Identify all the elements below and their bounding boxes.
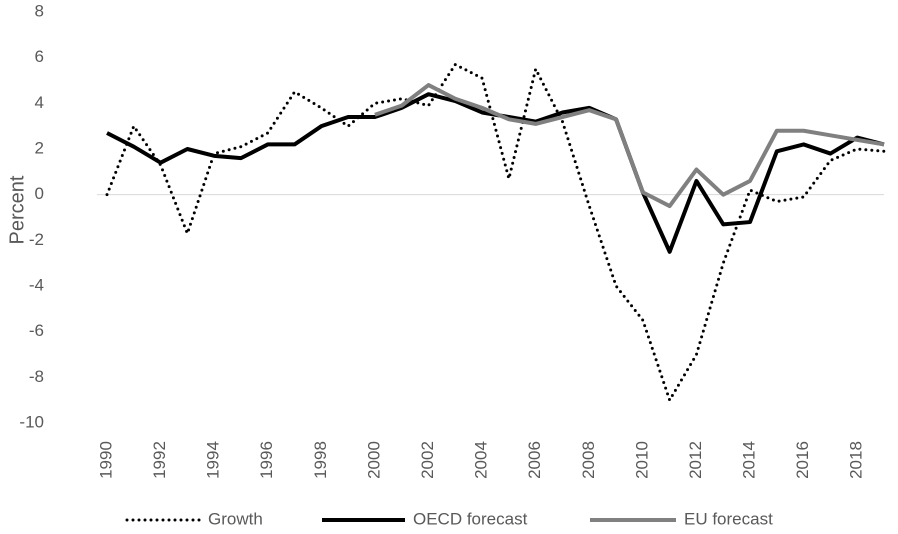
x-tick-label: 2002 [418,441,437,479]
x-tick-label: 2006 [525,441,544,479]
y-tick-label: 6 [35,47,44,66]
legend-label: OECD forecast [413,509,528,528]
y-tick-label: -6 [29,321,44,340]
y-axis-label: Percent [6,175,28,244]
x-tick-label: 2008 [579,441,598,479]
x-tick-label: 2000 [364,441,383,479]
x-tick-label: 2014 [740,441,759,479]
x-tick-label: 1992 [150,441,169,479]
y-tick-label: 8 [35,1,44,20]
series-line [374,83,885,209]
x-tick-label: 2016 [793,441,812,479]
y-tick-label: 2 [35,138,44,157]
x-tick-label: 1990 [96,441,115,479]
y-tick-label: -2 [29,230,44,249]
series-line [106,92,885,254]
legend-label: Growth [208,509,263,528]
y-tick-label: -8 [29,367,44,386]
legend-label: EU forecast [684,509,773,528]
x-tick-label: 1996 [257,441,276,479]
y-tick-label: -4 [29,275,44,294]
x-tick-label: 1994 [204,441,223,479]
x-tick-label: 2004 [472,441,491,479]
x-tick-label: 2018 [847,441,866,479]
x-tick-label: 2012 [686,441,705,479]
y-tick-label: -10 [19,412,44,431]
x-tick-label: 2010 [632,441,651,479]
x-tick-label: 1998 [311,441,330,479]
y-tick-label: 0 [35,184,44,203]
y-tick-label: 4 [35,93,44,112]
